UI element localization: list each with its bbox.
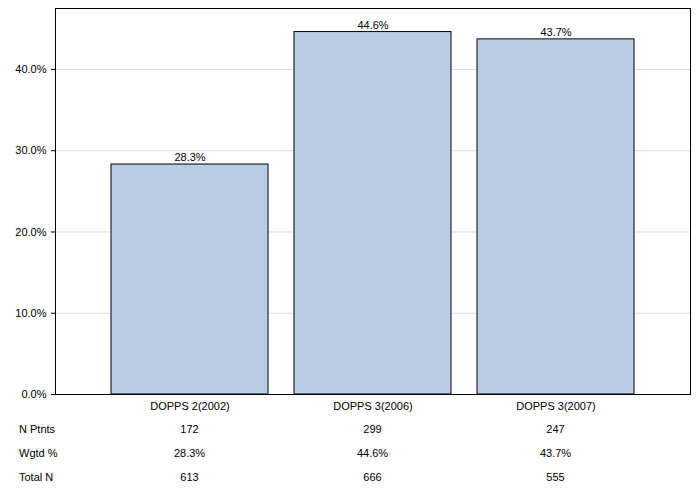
svg-text:555: 555: [546, 471, 564, 483]
svg-text:N Ptnts: N Ptnts: [19, 423, 56, 435]
svg-text:613: 613: [180, 471, 198, 483]
svg-text:44.6%: 44.6%: [357, 19, 388, 31]
svg-text:DOPPS 3(2007): DOPPS 3(2007): [516, 400, 595, 412]
svg-text:299: 299: [363, 423, 381, 435]
svg-text:43.7%: 43.7%: [540, 26, 571, 38]
svg-text:247: 247: [546, 423, 564, 435]
svg-text:172: 172: [180, 423, 198, 435]
svg-text:28.3%: 28.3%: [174, 447, 205, 459]
svg-text:43.7%: 43.7%: [540, 447, 571, 459]
svg-text:666: 666: [363, 471, 381, 483]
svg-text:DOPPS 3(2006): DOPPS 3(2006): [333, 400, 412, 412]
svg-text:DOPPS 2(2002): DOPPS 2(2002): [150, 400, 229, 412]
svg-text:28.3%: 28.3%: [174, 151, 205, 163]
svg-text:Wgtd %: Wgtd %: [19, 447, 58, 459]
svg-text:Total N: Total N: [19, 471, 53, 483]
svg-text:40.0%: 40.0%: [15, 63, 46, 75]
svg-text:44.6%: 44.6%: [357, 447, 388, 459]
svg-text:10.0%: 10.0%: [15, 307, 46, 319]
svg-text:20.0%: 20.0%: [15, 225, 46, 237]
svg-text:30.0%: 30.0%: [15, 144, 46, 156]
svg-text:0.0%: 0.0%: [21, 388, 46, 400]
